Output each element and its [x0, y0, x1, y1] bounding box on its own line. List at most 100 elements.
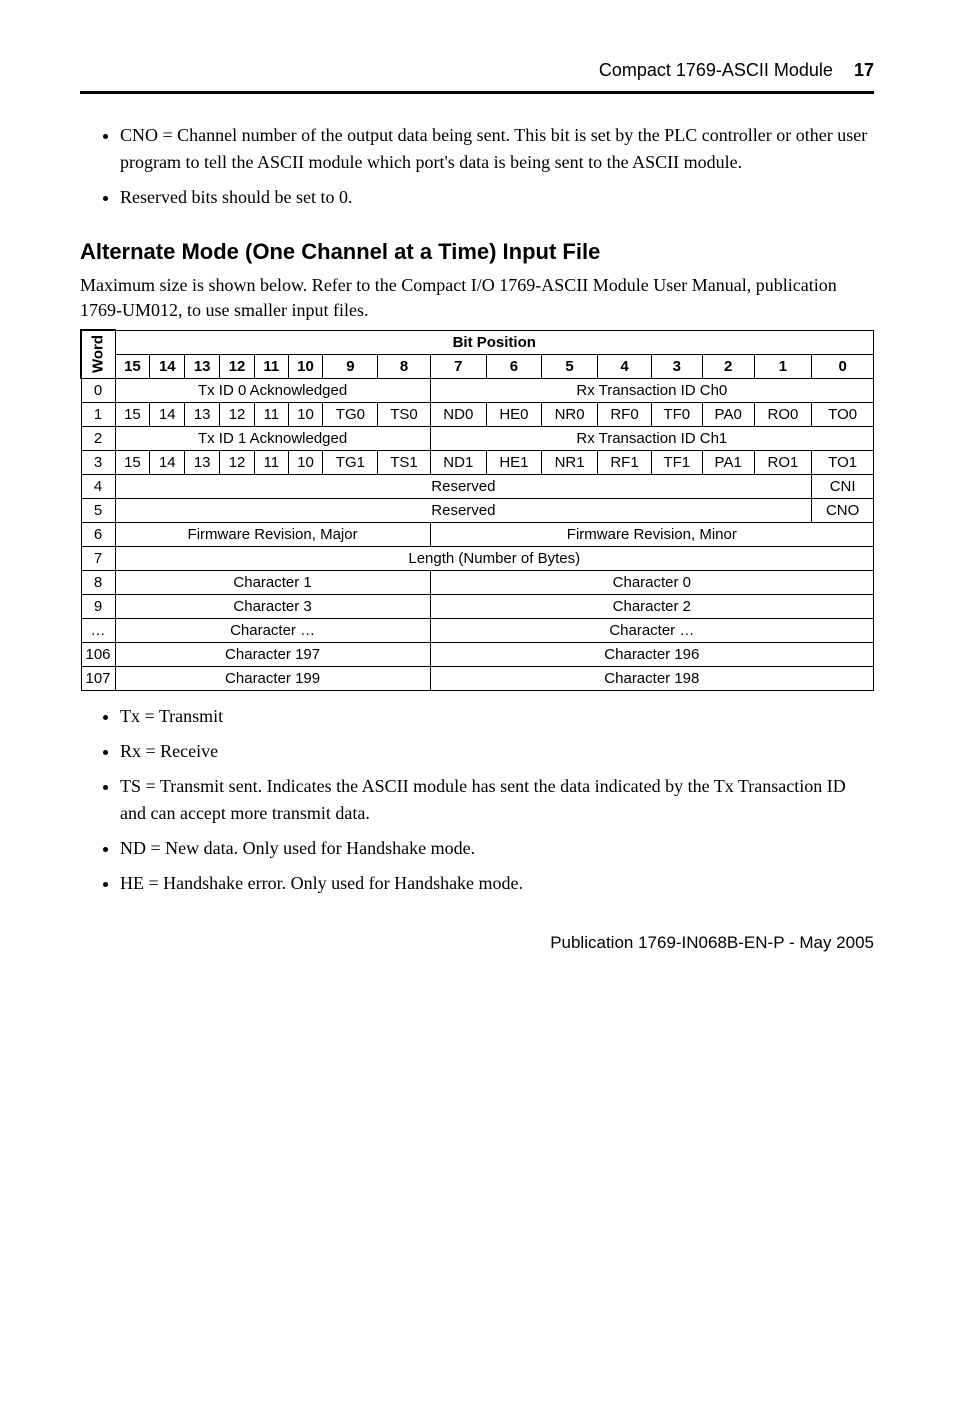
table-row: 0 Tx ID 0 Acknowledged Rx Transaction ID… [81, 378, 874, 402]
r3-b10: 10 [288, 450, 323, 474]
char1: Character 1 [115, 570, 430, 594]
table-row: 5 Reserved CNO [81, 498, 874, 522]
r3-b0: TO1 [812, 450, 874, 474]
length-bytes: Length (Number of Bytes) [115, 546, 874, 570]
bit-12: 12 [220, 354, 255, 378]
r3-b13: 13 [185, 450, 220, 474]
bit-7: 7 [430, 354, 486, 378]
r3-b8: TS1 [378, 450, 430, 474]
word-idx-3: 3 [81, 450, 115, 474]
table-row: 4 Reserved CNI [81, 474, 874, 498]
reserved-5: Reserved [115, 498, 812, 522]
r1-b14: 14 [150, 402, 185, 426]
bit-8: 8 [378, 354, 430, 378]
bullet-nd: ND = New data. Only used for Handshake m… [120, 835, 874, 862]
bit-11: 11 [255, 354, 289, 378]
bit-15: 15 [115, 354, 150, 378]
r3-b4: RF1 [598, 450, 652, 474]
char198: Character 198 [430, 666, 873, 690]
char196: Character 196 [430, 642, 873, 666]
fw-major: Firmware Revision, Major [115, 522, 430, 546]
r3-b12: 12 [220, 450, 255, 474]
r1-b11: 11 [255, 402, 289, 426]
table-row: … Character … Character … [81, 618, 874, 642]
r1-b3: TF0 [651, 402, 702, 426]
word-header: Word [81, 330, 115, 378]
r3-b5: NR1 [541, 450, 597, 474]
footer-bullet-list: Tx = Transmit Rx = Receive TS = Transmit… [120, 703, 874, 897]
r1-b12: 12 [220, 402, 255, 426]
bullet-rx: Rx = Receive [120, 738, 874, 765]
bit-0: 0 [812, 354, 874, 378]
reserved-4: Reserved [115, 474, 812, 498]
table-row: 8 Character 1 Character 0 [81, 570, 874, 594]
txid1-ack: Tx ID 1 Acknowledged [115, 426, 430, 450]
word-idx-5: 5 [81, 498, 115, 522]
r1-b2: PA0 [702, 402, 754, 426]
header-divider [80, 91, 874, 94]
bit-3: 3 [651, 354, 702, 378]
word-idx-107: 107 [81, 666, 115, 690]
r1-b5: NR0 [541, 402, 597, 426]
fw-minor: Firmware Revision, Minor [430, 522, 873, 546]
r1-b9: TG0 [323, 402, 378, 426]
rx-trans-ch1: Rx Transaction ID Ch1 [430, 426, 873, 450]
r1-b0: TO0 [812, 402, 874, 426]
r3-b9: TG1 [323, 450, 378, 474]
bullet-ts: TS = Transmit sent. Indicates the ASCII … [120, 773, 874, 827]
word-idx-1: 1 [81, 402, 115, 426]
bit-6: 6 [486, 354, 541, 378]
word-idx-4: 4 [81, 474, 115, 498]
word-idx-0: 0 [81, 378, 115, 402]
bit-9: 9 [323, 354, 378, 378]
word-idx-6: 6 [81, 522, 115, 546]
char3: Character 3 [115, 594, 430, 618]
bullet-cno: CNO = Channel number of the output data … [120, 122, 874, 176]
table-row: 6 Firmware Revision, Major Firmware Revi… [81, 522, 874, 546]
r3-b2: PA1 [702, 450, 754, 474]
page-header: Compact 1769-ASCII Module 17 [80, 60, 874, 81]
char-dots-right: Character … [430, 618, 873, 642]
word-idx-dots: … [81, 618, 115, 642]
table-row: 107 Character 199 Character 198 [81, 666, 874, 690]
r1-b1: RO0 [754, 402, 812, 426]
cno: CNO [812, 498, 874, 522]
r3-b14: 14 [150, 450, 185, 474]
table-row: 7 Length (Number of Bytes) [81, 546, 874, 570]
word-idx-2: 2 [81, 426, 115, 450]
bit-4: 4 [598, 354, 652, 378]
table-row: 9 Character 3 Character 2 [81, 594, 874, 618]
r3-b11: 11 [255, 450, 289, 474]
char-dots-left: Character … [115, 618, 430, 642]
r1-b8: TS0 [378, 402, 430, 426]
word-idx-9: 9 [81, 594, 115, 618]
bullet-reserved: Reserved bits should be set to 0. [120, 184, 874, 211]
r1-b10: 10 [288, 402, 323, 426]
r1-b7: ND0 [430, 402, 486, 426]
word-idx-7: 7 [81, 546, 115, 570]
bit-2: 2 [702, 354, 754, 378]
table-row: 2 Tx ID 1 Acknowledged Rx Transaction ID… [81, 426, 874, 450]
bit-header-row: 15 14 13 12 11 10 9 8 7 6 5 4 3 2 1 0 [81, 354, 874, 378]
bit-14: 14 [150, 354, 185, 378]
page-number: 17 [854, 60, 874, 80]
bit-position-header: Bit Position [115, 330, 874, 354]
r3-b3: TF1 [651, 450, 702, 474]
section-desc: Maximum size is shown below. Refer to th… [80, 273, 874, 323]
section-heading: Alternate Mode (One Channel at a Time) I… [80, 239, 874, 265]
top-bullet-list: CNO = Channel number of the output data … [120, 122, 874, 211]
rx-trans-ch0: Rx Transaction ID Ch0 [430, 378, 873, 402]
char199: Character 199 [115, 666, 430, 690]
table-row: 3 15 14 13 12 11 10 TG1 TS1 ND1 HE1 NR1 … [81, 450, 874, 474]
table-row: 1 15 14 13 12 11 10 TG0 TS0 ND0 HE0 NR0 … [81, 402, 874, 426]
r3-b7: ND1 [430, 450, 486, 474]
bit-13: 13 [185, 354, 220, 378]
bit-position-table: Word Bit Position 15 14 13 12 11 10 9 8 … [80, 329, 874, 691]
r3-b6: HE1 [486, 450, 541, 474]
r1-b4: RF0 [598, 402, 652, 426]
r1-b15: 15 [115, 402, 150, 426]
bit-10: 10 [288, 354, 323, 378]
word-idx-8: 8 [81, 570, 115, 594]
bit-5: 5 [541, 354, 597, 378]
cni: CNI [812, 474, 874, 498]
